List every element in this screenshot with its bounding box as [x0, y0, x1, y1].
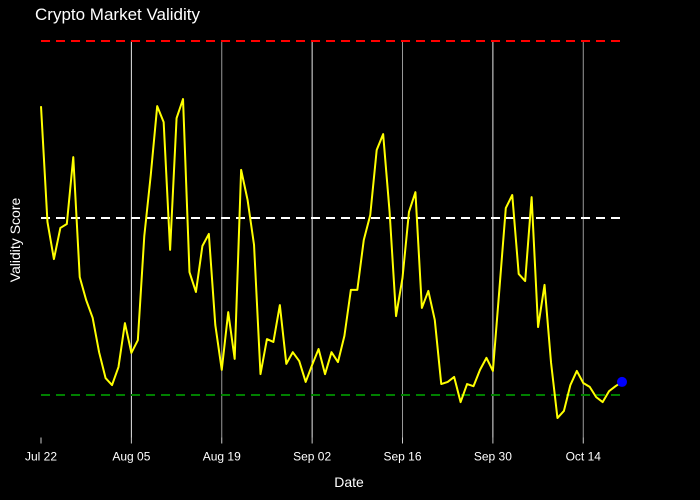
x-tick-label: Aug 05: [112, 450, 150, 464]
x-axis-title: Date: [334, 474, 364, 490]
last-point-marker: [617, 376, 627, 387]
series-line: [40, 98, 623, 420]
x-tick-label: Jul 22: [25, 450, 57, 464]
x-tick-label: Sep 16: [383, 450, 421, 464]
x-tick-label: Sep 02: [293, 450, 331, 464]
chart-title: Crypto Market Validity: [35, 5, 201, 24]
x-tick-label: Oct 14: [566, 450, 602, 464]
x-tick-label: Sep 30: [474, 450, 512, 464]
y-axis-title: Validity Score: [7, 198, 23, 283]
x-tick-label: Aug 19: [203, 450, 241, 464]
